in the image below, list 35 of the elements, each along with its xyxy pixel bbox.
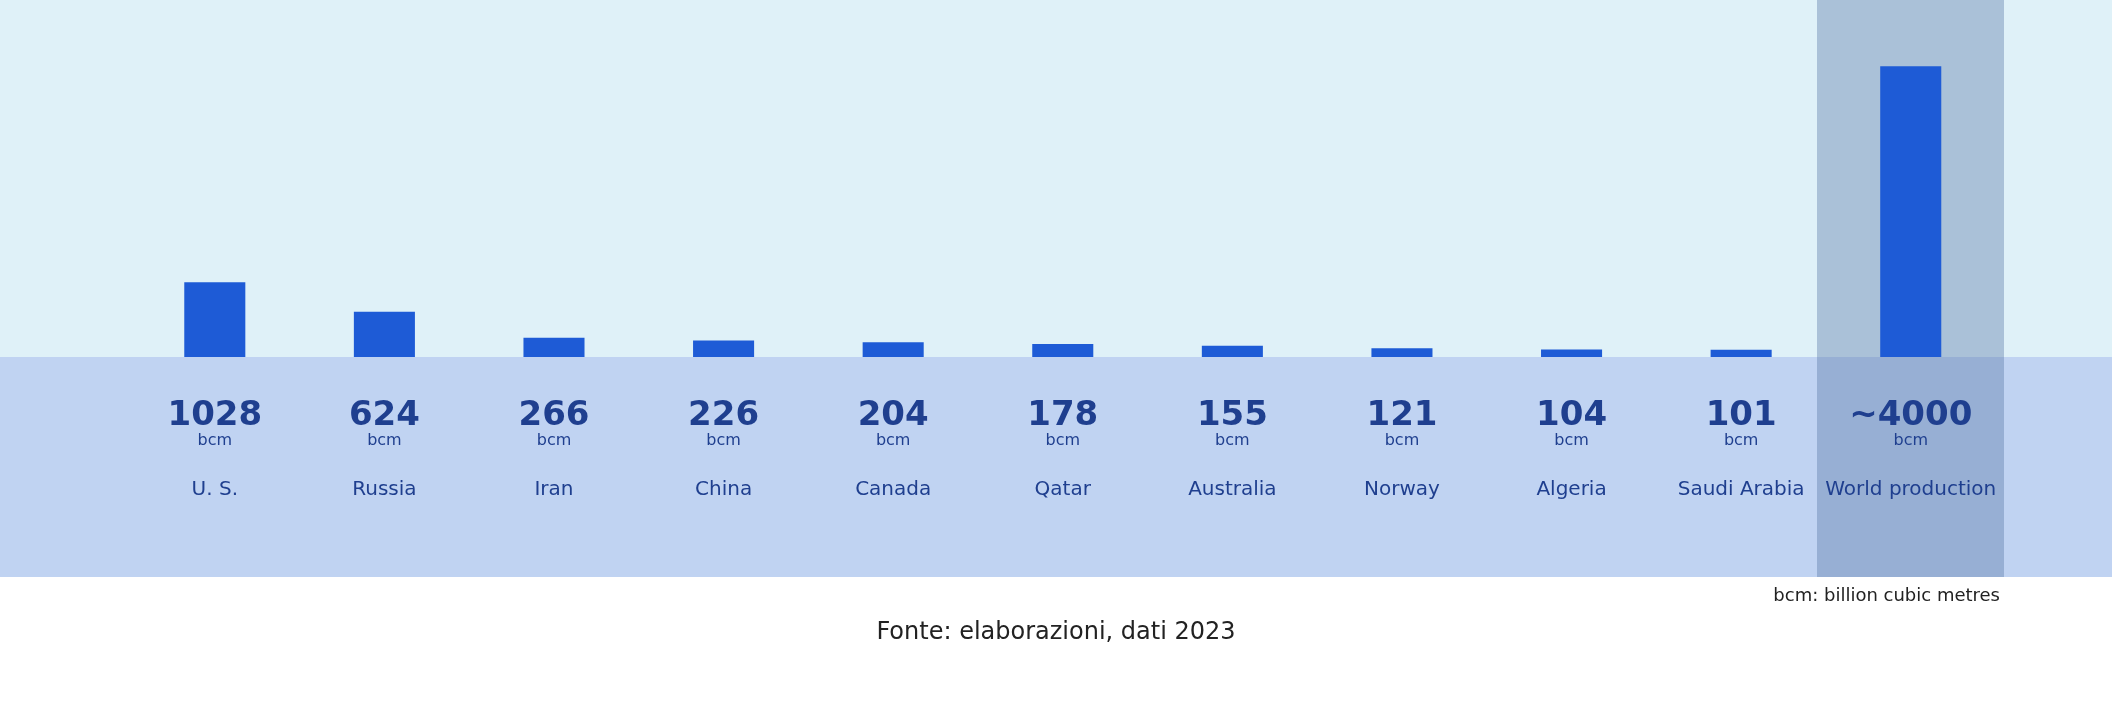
data-label: 155 bcm: [1196, 393, 1268, 449]
bar: [1201, 345, 1263, 357]
bar: [184, 282, 246, 357]
x-tick-label: Norway: [1364, 476, 1441, 501]
x-tick-label: Australia: [1188, 476, 1277, 501]
bar: [862, 342, 924, 357]
x-tick-label: Russia: [352, 476, 417, 501]
data-label: 178 bcm: [1027, 393, 1099, 449]
bar: [353, 311, 415, 357]
source-note: Fonte: elaborazioni, dati 2023: [876, 617, 1236, 645]
bar: [1710, 349, 1772, 357]
x-tick-label: Qatar: [1034, 476, 1092, 501]
x-tick-label: Canada: [855, 476, 932, 501]
data-label: ~4000 bcm: [1849, 393, 1973, 449]
x-tick-label: Iran: [534, 476, 574, 501]
x-tick-label: China: [695, 476, 753, 501]
data-label: 624 bcm: [348, 393, 420, 449]
bar: [693, 340, 755, 357]
data-label: 121 bcm: [1366, 393, 1438, 449]
data-label: 1028 bcm: [167, 393, 263, 449]
bar: [1880, 66, 1942, 357]
data-label: 104 bcm: [1536, 393, 1608, 449]
data-label: 226 bcm: [688, 393, 760, 449]
x-tick-label: Saudi Arabia: [1677, 476, 1805, 501]
data-label: 204 bcm: [857, 393, 929, 449]
x-tick-label: Algeria: [1536, 476, 1607, 501]
bar: [1032, 344, 1094, 357]
bar: [523, 337, 585, 357]
data-label: 266 bcm: [518, 393, 590, 449]
bar: [1371, 348, 1433, 357]
text: bcm: billion cubic metres: [1773, 584, 2000, 605]
data-label: 101 bcm: [1705, 393, 1777, 449]
x-tick-label: World production: [1825, 476, 1997, 501]
bar: [1541, 349, 1603, 357]
x-tick-label: U. S.: [191, 476, 238, 501]
